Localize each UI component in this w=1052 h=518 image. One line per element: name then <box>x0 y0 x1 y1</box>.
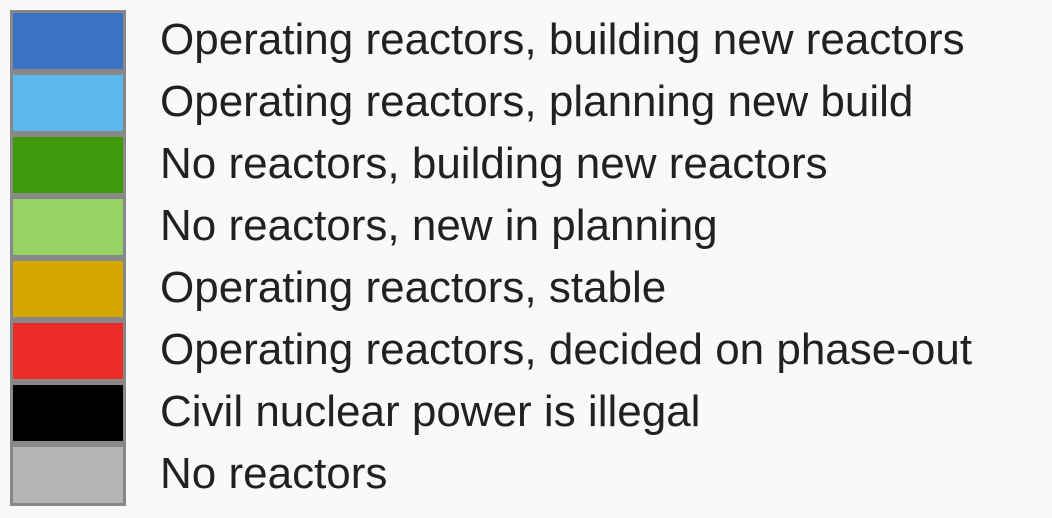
legend-item: Operating reactors, building new reactor… <box>0 10 1052 72</box>
legend-label: Operating reactors, planning new build <box>160 77 914 126</box>
color-swatch <box>10 134 126 196</box>
legend-item: Operating reactors, stable <box>0 258 1052 320</box>
color-swatch <box>10 196 126 258</box>
legend-label: Operating reactors, stable <box>160 263 667 312</box>
legend-label: No reactors <box>160 449 388 498</box>
legend-item: Operating reactors, decided on phase-out <box>0 320 1052 382</box>
legend-label: No reactors, new in planning <box>160 201 718 250</box>
legend-item: No reactors, building new reactors <box>0 134 1052 196</box>
legend-label: Operating reactors, decided on phase-out <box>160 325 973 374</box>
legend-label: Civil nuclear power is illegal <box>160 387 701 436</box>
legend-item: Civil nuclear power is illegal <box>0 382 1052 444</box>
legend: Operating reactors, building new reactor… <box>0 10 1052 506</box>
color-swatch <box>10 258 126 320</box>
legend-label: Operating reactors, building new reactor… <box>160 15 965 64</box>
color-swatch <box>10 320 126 382</box>
legend-item: Operating reactors, planning new build <box>0 72 1052 134</box>
legend-item: No reactors <box>0 444 1052 506</box>
legend-label: No reactors, building new reactors <box>160 139 828 188</box>
color-swatch <box>10 444 126 506</box>
color-swatch <box>10 10 126 72</box>
color-swatch <box>10 72 126 134</box>
color-swatch <box>10 382 126 444</box>
legend-item: No reactors, new in planning <box>0 196 1052 258</box>
